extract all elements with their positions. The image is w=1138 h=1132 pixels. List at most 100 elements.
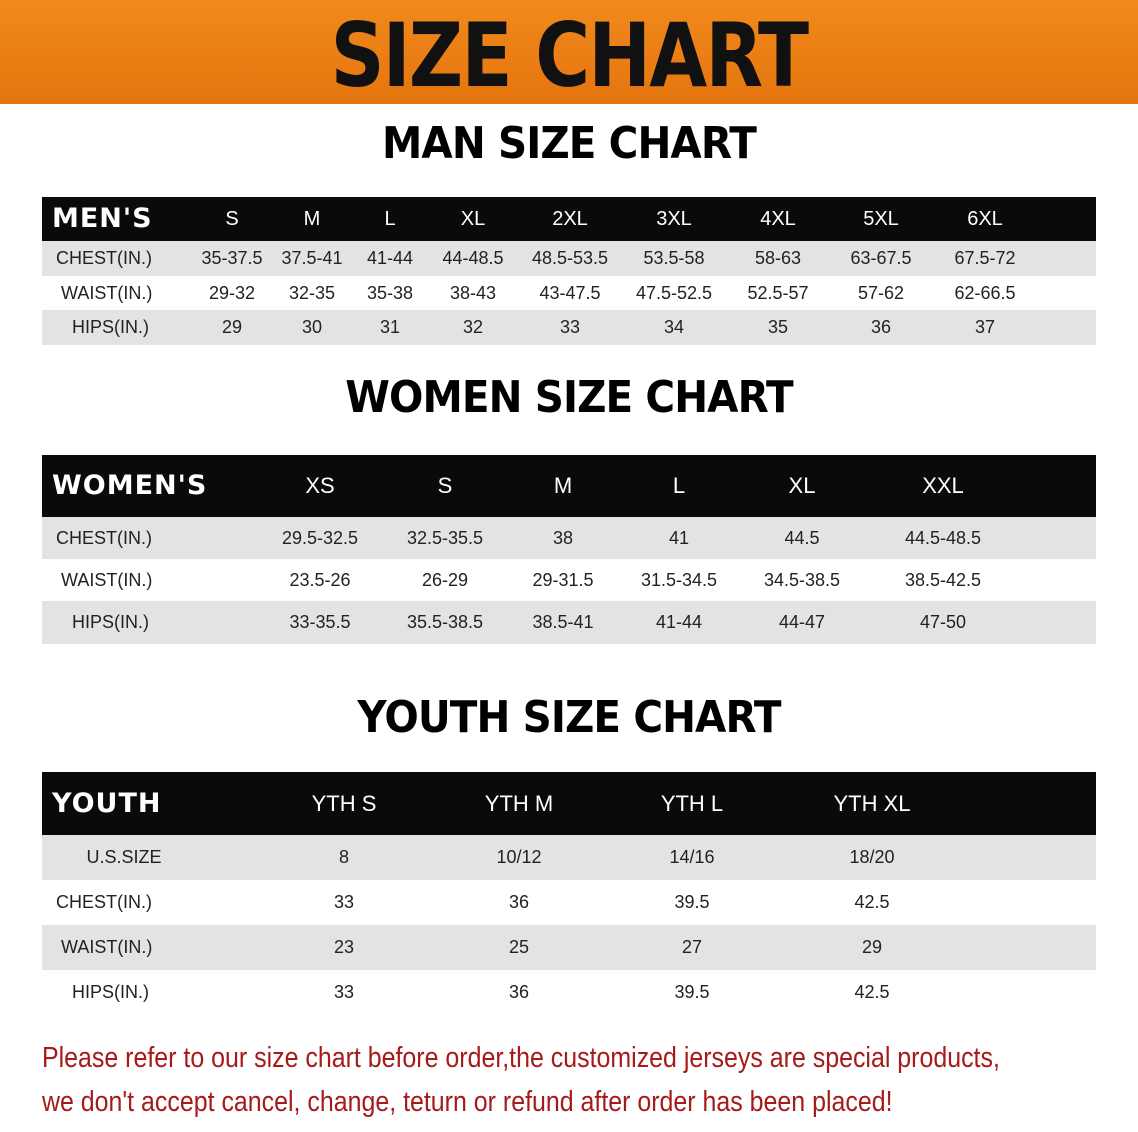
table-row-hips-in: HIPS(IN.) 29 30 31 32 33 34 35 36 37	[42, 310, 1096, 345]
table-row-hips-in: HIPS(IN.) 33-35.5 35.5-38.5 38.5-41 41-44 44-…	[42, 601, 1096, 644]
table-cell: 62-66.5	[954, 283, 1016, 303]
table-cell: 32-35	[288, 283, 336, 303]
notice-line-2: we don't accept cancel, change, teturn o…	[42, 1086, 893, 1118]
column-header-5xl: 5XL	[863, 208, 899, 230]
table-cell: 52.5-57	[747, 283, 809, 303]
table-cell: 32	[462, 317, 484, 337]
column-header-l: L	[672, 473, 686, 498]
table-cell: 41	[668, 528, 690, 548]
column-header-s: S	[437, 473, 453, 498]
column-header-m: M	[303, 208, 321, 230]
table-cell: 29-32	[208, 283, 256, 303]
youth-size-chart-title: YOUTH SIZE CHART	[357, 692, 781, 743]
column-header-xl: XL	[460, 208, 486, 230]
column-header-yth-m: YTH M	[484, 791, 554, 816]
table-cell: 41-44	[655, 612, 703, 632]
table-cell: 27	[681, 937, 703, 957]
table-row-chest-in: CHEST(IN.) 35-37.5 37.5-41 41-44 44-48.5 48.5…	[42, 241, 1096, 276]
table-cell: 44-47	[778, 612, 826, 632]
header-label: MEN'S	[52, 203, 153, 234]
table-cell: 42.5	[854, 982, 890, 1002]
table-cell: 36	[508, 892, 530, 912]
header-label: YOUTH	[52, 788, 162, 819]
table-cell: 44-48.5	[442, 248, 504, 268]
table-row-waist-in: WAIST(IN.) 29-32 32-35 35-38 38-43 43-47.5 47.…	[42, 276, 1096, 310]
table-cell: 31	[379, 317, 401, 337]
header-label: WOMEN'S	[52, 470, 208, 501]
row-label: HIPS(IN.)	[72, 317, 150, 337]
notice-line-1: Please refer to our size chart before or…	[42, 1042, 1000, 1074]
table-row-waist-in: WAIST(IN.) 23.5-26 26-29 29-31.5 31.5-34.5 34…	[42, 559, 1096, 601]
table-cell: 18/20	[849, 847, 895, 867]
table-cell: 36	[870, 317, 892, 337]
table-cell: 31.5-34.5	[640, 570, 718, 590]
column-header-l: L	[384, 208, 396, 230]
table-header-row: WOMEN'S XS S M L XL XXL	[42, 455, 1096, 517]
table-cell: 33	[333, 982, 355, 1002]
table-cell: 34	[663, 317, 685, 337]
table-cell: 33-35.5	[289, 612, 351, 632]
column-header-2xl: 2XL	[552, 208, 588, 230]
table-cell: 29.5-32.5	[281, 528, 359, 548]
table-cell: 35-37.5	[201, 248, 263, 268]
table-cell: 29	[861, 937, 883, 957]
table-cell: 23.5-26	[289, 570, 351, 590]
column-header-yth-l: YTH L	[660, 791, 724, 816]
table-cell: 57-62	[857, 283, 905, 303]
table-cell: 10/12	[496, 847, 542, 867]
table-cell: 48.5-53.5	[531, 248, 609, 268]
table-header-row: MEN'S S M L XL 2XL 3XL 4XL 5XL 6XL	[42, 197, 1096, 241]
table-cell: 38-43	[449, 283, 497, 303]
table-cell: 37	[974, 317, 996, 337]
row-label: U.S.SIZE	[86, 847, 162, 867]
column-header-4xl: 4XL	[760, 208, 796, 230]
notice-text: Please refer to our size chart before or…	[42, 1036, 1000, 1124]
column-header-3xl: 3XL	[656, 208, 692, 230]
table-cell: 33	[333, 892, 355, 912]
table-row-u-s-size: U.S.SIZE 8 10/12 14/16 18/20	[42, 835, 1096, 880]
row-label: HIPS(IN.)	[72, 982, 150, 1002]
table-cell: 37.5-41	[281, 248, 343, 268]
table-cell: 63-67.5	[850, 248, 912, 268]
table-cell: 35-38	[366, 283, 414, 303]
table-cell: 30	[301, 317, 323, 337]
row-label: CHEST(IN.)	[56, 892, 152, 912]
column-header-xxl: XXL	[922, 473, 964, 498]
banner: SIZE CHART	[0, 0, 1138, 107]
table-header-row: YOUTH YTH S YTH M YTH L YTH XL	[42, 772, 1096, 835]
table-cell: 41-44	[366, 248, 414, 268]
row-label: WAIST(IN.)	[61, 937, 153, 957]
row-label: HIPS(IN.)	[72, 612, 150, 632]
table-cell: 35	[767, 317, 789, 337]
row-label: WAIST(IN.)	[61, 283, 153, 303]
table-cell: 39.5	[674, 982, 710, 1002]
man-size-chart-title: MAN SIZE CHART	[382, 118, 757, 169]
table-cell: 8	[338, 847, 350, 867]
column-header-yth-s: YTH S	[311, 791, 377, 816]
table-cell: 43-47.5	[539, 283, 601, 303]
table-cell: 29-31.5	[532, 570, 594, 590]
table-cell: 32.5-35.5	[406, 528, 484, 548]
table-row-waist-in: WAIST(IN.) 23 25 27 29	[42, 925, 1096, 970]
table-row-hips-in: HIPS(IN.) 33 36 39.5 42.5	[42, 970, 1096, 1015]
column-header-s: S	[225, 208, 239, 230]
table-cell: 26-29	[421, 570, 469, 590]
table-cell: 23	[333, 937, 355, 957]
table-cell: 53.5-58	[643, 248, 705, 268]
banner-title: SIZE CHART	[330, 4, 809, 107]
women-size-chart-title: WOMEN SIZE CHART	[345, 372, 793, 423]
table-cell: 47.5-52.5	[635, 283, 713, 303]
table-cell: 14/16	[669, 847, 715, 867]
table-cell: 67.5-72	[954, 248, 1016, 268]
table-cell: 33	[559, 317, 581, 337]
table-cell: 42.5	[854, 892, 890, 912]
row-label: CHEST(IN.)	[56, 248, 152, 268]
column-header-m: M	[553, 473, 573, 498]
table-row-chest-in: CHEST(IN.) 29.5-32.5 32.5-35.5 38 41 44.5 44.5…	[42, 517, 1096, 559]
table-row-chest-in: CHEST(IN.) 33 36 39.5 42.5	[42, 880, 1096, 925]
column-header-6xl: 6XL	[967, 208, 1003, 230]
table-cell: 36	[508, 982, 530, 1002]
table-cell: 44.5-48.5	[904, 528, 982, 548]
column-header-xl: XL	[788, 473, 816, 498]
